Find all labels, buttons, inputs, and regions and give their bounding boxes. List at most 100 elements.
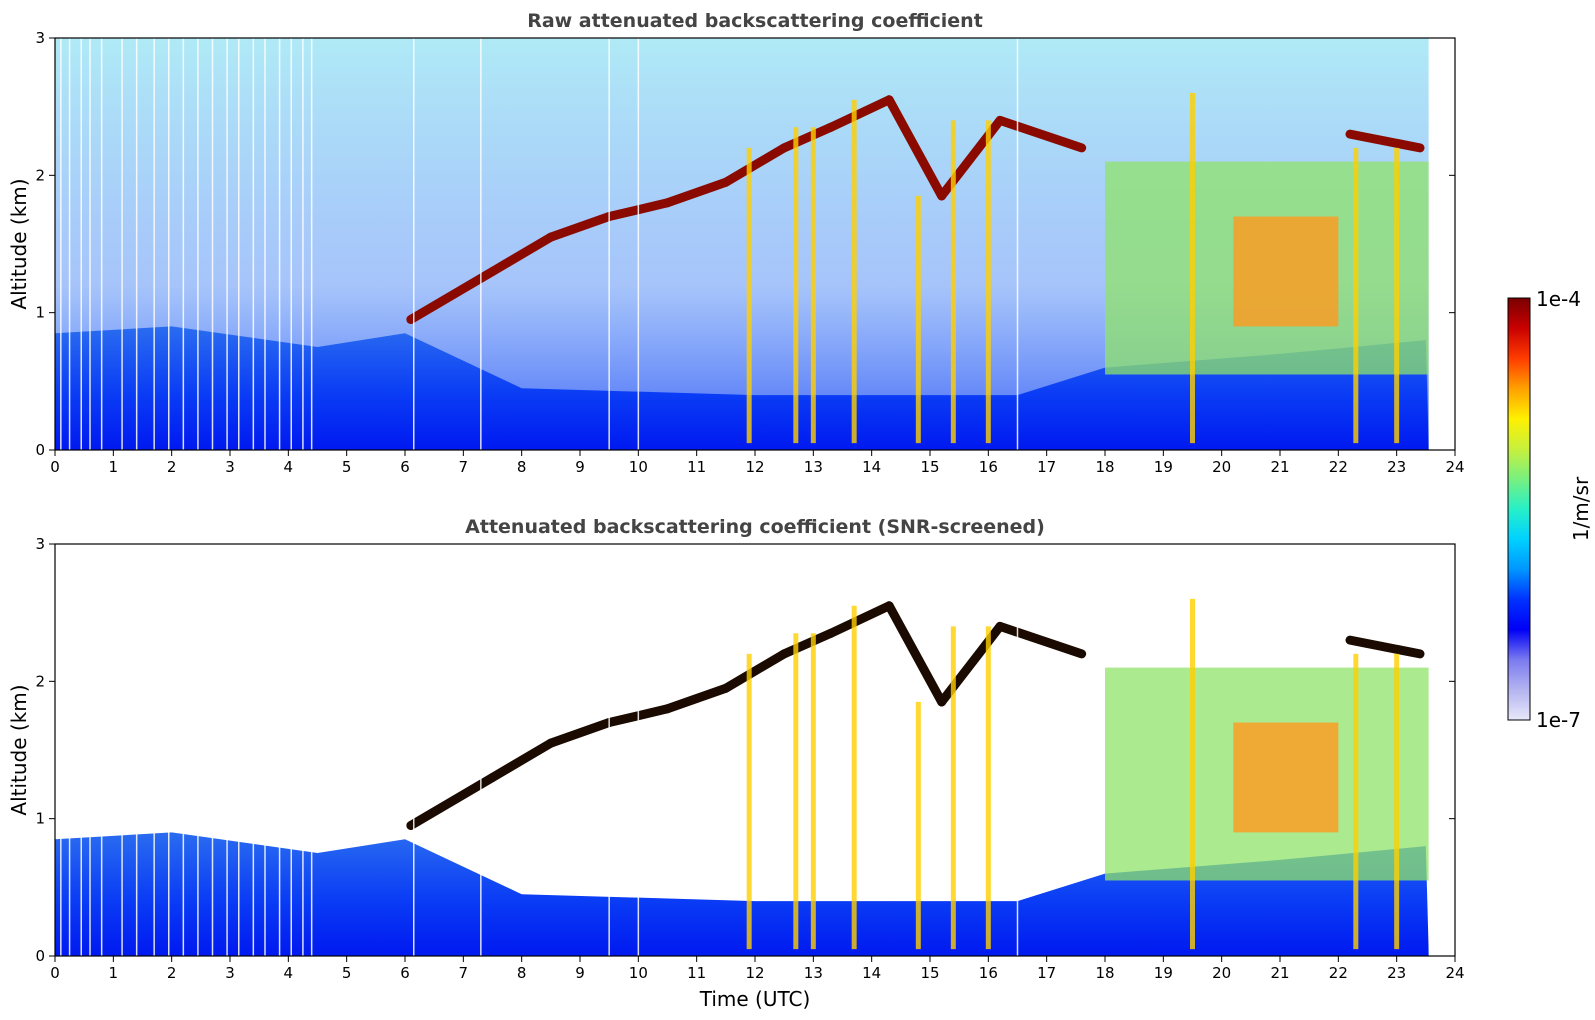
y-tick-label: 1 xyxy=(35,304,45,322)
x-tick-label: 5 xyxy=(342,964,352,982)
cloud-base-segment xyxy=(937,621,1005,707)
x-tick-label: 9 xyxy=(575,964,585,982)
y-tick-label: 3 xyxy=(35,29,45,47)
x-tick-label: 14 xyxy=(862,964,881,982)
x-tick-label: 2 xyxy=(167,964,177,982)
top-boundary-layer xyxy=(55,326,1429,450)
x-tick-label: 21 xyxy=(1270,458,1289,476)
colorbar-min-label: 1e-7 xyxy=(1536,708,1581,732)
x-tick-label: 22 xyxy=(1329,458,1348,476)
y-tick-label: 2 xyxy=(35,672,45,690)
cloud-base-segment xyxy=(1345,129,1425,153)
x-tick-label: 13 xyxy=(804,458,823,476)
x-tick-label: 6 xyxy=(400,458,410,476)
y-tick-label: 2 xyxy=(35,166,45,184)
top-panel: Raw attenuated backscattering coefficien… xyxy=(7,10,1465,476)
x-axis-label: Time (UTC) xyxy=(699,987,811,1011)
x-tick-label: 6 xyxy=(400,964,410,982)
x-tick-label: 13 xyxy=(804,964,823,982)
x-tick-label: 3 xyxy=(225,458,235,476)
x-tick-label: 14 xyxy=(862,458,881,476)
x-tick-label: 24 xyxy=(1445,458,1464,476)
x-tick-label: 20 xyxy=(1212,458,1231,476)
cloud-base-segment xyxy=(1345,635,1425,659)
bottom-y-axis: 0 1 2 3 xyxy=(35,535,1455,965)
cloud-base-segment xyxy=(995,621,1087,659)
bottom-x-axis: 0 1 2 3 4 5 6 7 8 9 10 11 12 13 14 15 16 17 18 19 20 21 22 23 24 xyxy=(50,956,1465,982)
colorbar-unit-label: 1/m/sr xyxy=(1569,476,1593,541)
x-tick-label: 4 xyxy=(284,458,294,476)
top-panel-title: Raw attenuated backscattering coefficien… xyxy=(527,10,983,32)
bottom-heatmap xyxy=(55,544,1455,956)
x-tick-label: 7 xyxy=(459,458,469,476)
cloud-base-segment xyxy=(826,601,894,638)
x-tick-label: 0 xyxy=(50,964,60,982)
y-tick-label: 0 xyxy=(35,947,45,965)
x-tick-label: 12 xyxy=(745,458,764,476)
cloud-base-segment xyxy=(546,212,614,242)
x-tick-label: 16 xyxy=(979,458,998,476)
x-tick-label: 1 xyxy=(109,964,119,982)
x-tick-label: 7 xyxy=(459,964,469,982)
top-cloud-layer xyxy=(406,92,1429,444)
cloud-base-segment xyxy=(406,772,497,831)
x-tick-label: 8 xyxy=(517,458,527,476)
x-tick-label: 3 xyxy=(225,964,235,982)
bottom-boundary-layer xyxy=(55,832,1429,956)
x-tick-label: 17 xyxy=(1037,964,1056,982)
x-tick-label: 23 xyxy=(1387,458,1406,476)
x-tick-label: 10 xyxy=(629,964,648,982)
cloud-base-segment xyxy=(663,683,731,714)
cloud-base-segment xyxy=(488,738,556,782)
x-tick-label: 2 xyxy=(167,458,177,476)
cloud-base-segment xyxy=(884,95,947,201)
mixed-layer-core xyxy=(1233,216,1339,327)
cloud-base-segment xyxy=(721,649,789,693)
cloud-base-segment xyxy=(406,266,497,325)
y-tick-label: 1 xyxy=(35,810,45,828)
bottom-panel-title: Attenuated backscattering coefficient (S… xyxy=(465,516,1045,538)
top-x-axis: 0 1 2 3 4 5 6 7 8 9 10 11 12 13 14 15 16 17 18 19 20 21 22 23 24 xyxy=(50,450,1465,476)
x-tick-label: 19 xyxy=(1154,458,1173,476)
x-tick-label: 21 xyxy=(1270,964,1289,982)
x-tick-label: 18 xyxy=(1095,458,1114,476)
x-tick-label: 18 xyxy=(1095,964,1114,982)
bottom-y-axis-label: Altitude (km) xyxy=(7,684,31,815)
bottom-cloud-layer xyxy=(406,598,1429,950)
top-y-axis-label: Altitude (km) xyxy=(7,178,31,309)
x-tick-label: 19 xyxy=(1154,964,1173,982)
top-y-axis: 0 1 2 3 xyxy=(35,29,1455,459)
x-tick-label: 17 xyxy=(1037,458,1056,476)
x-tick-label: 1 xyxy=(109,458,119,476)
cloud-base-segment xyxy=(663,177,731,208)
x-tick-label: 12 xyxy=(745,964,764,982)
colorbar-max-label: 1e-4 xyxy=(1536,287,1581,311)
x-tick-label: 9 xyxy=(575,458,585,476)
cloud-base-segment xyxy=(826,95,894,132)
x-tick-label: 15 xyxy=(920,458,939,476)
top-missing-profile-lines xyxy=(60,38,1455,450)
x-tick-label: 15 xyxy=(920,964,939,982)
y-tick-label: 0 xyxy=(35,441,45,459)
cloud-base-segment xyxy=(779,628,836,659)
mixed-layer-core xyxy=(1233,722,1339,833)
x-tick-label: 4 xyxy=(284,964,294,982)
bottom-panel: Attenuated backscattering coefficient (S… xyxy=(7,516,1465,1011)
x-tick-label: 5 xyxy=(342,458,352,476)
cloud-base-segment xyxy=(488,232,556,276)
cloud-base-segment xyxy=(995,115,1087,153)
cloud-base-segment xyxy=(884,601,947,707)
colorbar: 1e-4 1e-7 1/m/sr xyxy=(1507,287,1593,732)
top-heatmap xyxy=(55,38,1455,450)
x-tick-label: 10 xyxy=(629,458,648,476)
no-data-region xyxy=(1428,38,1455,450)
x-tick-label: 24 xyxy=(1445,964,1464,982)
x-tick-label: 20 xyxy=(1212,964,1231,982)
cloud-base-segment xyxy=(546,718,614,748)
cloud-base-segment xyxy=(779,122,836,153)
y-tick-label: 3 xyxy=(35,535,45,553)
x-tick-label: 23 xyxy=(1387,964,1406,982)
x-tick-label: 11 xyxy=(687,964,706,982)
colorbar-gradient xyxy=(1507,297,1531,721)
